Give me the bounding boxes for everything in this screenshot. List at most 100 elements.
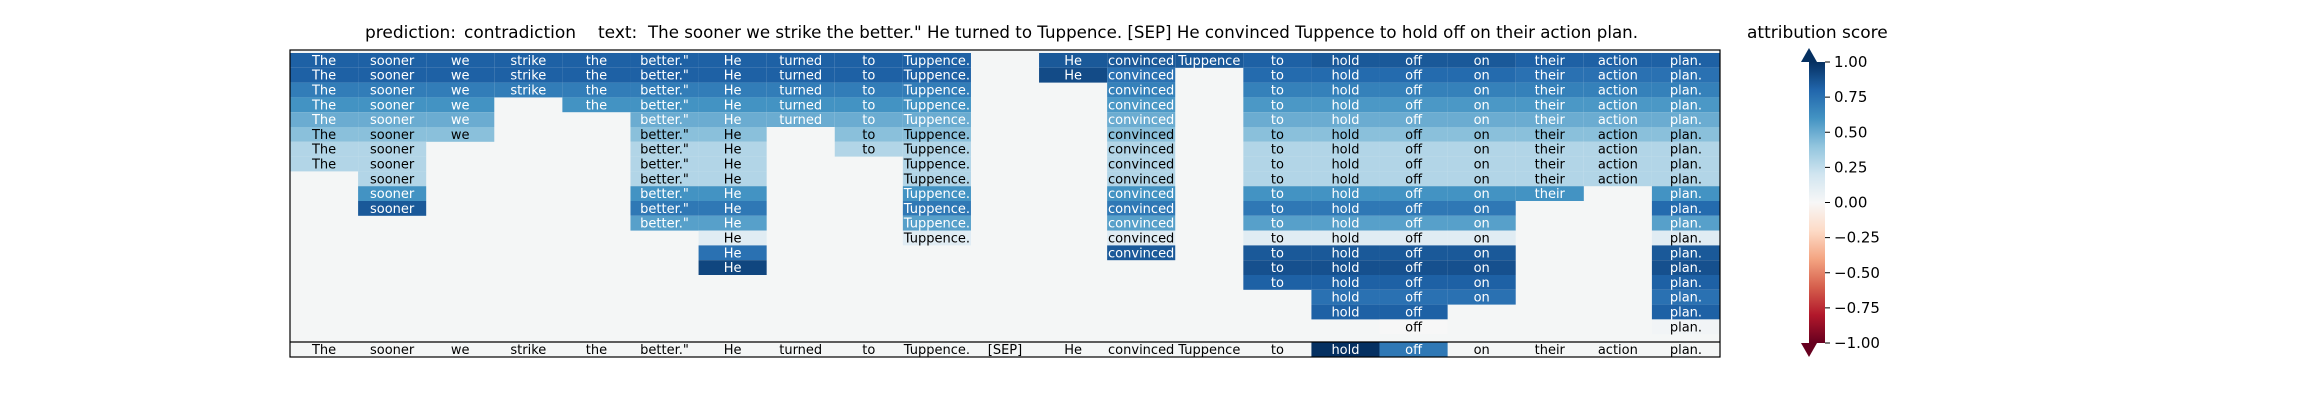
token-label: The xyxy=(311,343,336,358)
heatmap-cell-label: He xyxy=(724,84,742,99)
heatmap-cell xyxy=(630,171,699,187)
heatmap-cell xyxy=(1243,82,1312,98)
heatmap-cell-label: plan. xyxy=(1670,158,1702,173)
heatmap-cell xyxy=(1447,186,1516,201)
heatmap-cell xyxy=(1107,156,1176,172)
heatmap-cell-label: their xyxy=(1535,54,1566,69)
heatmap-cell-label: hold xyxy=(1331,69,1359,84)
heatmap-cell-label: action xyxy=(1598,172,1638,187)
heatmap-cell xyxy=(1243,260,1312,275)
heatmap-cell-label: He xyxy=(724,69,742,84)
heatmap-cell xyxy=(1243,67,1312,83)
heatmap-cell xyxy=(1243,186,1312,201)
heatmap-cell xyxy=(1107,245,1176,261)
heatmap-cell-label: better." xyxy=(640,113,689,128)
heatmap-cell-label: we xyxy=(451,128,470,143)
heatmap-cell xyxy=(1515,186,1584,201)
heatmap-cell-label: on xyxy=(1474,98,1490,113)
heatmap-cell-label: hold xyxy=(1331,261,1359,276)
heatmap-cell xyxy=(1311,245,1380,261)
heatmap-cell-label: action xyxy=(1598,69,1638,84)
heatmap-cell xyxy=(1379,156,1448,172)
heatmap-cell-label: on xyxy=(1474,158,1490,173)
heatmap-cell-label: convinced xyxy=(1108,54,1174,69)
heatmap-cell xyxy=(1651,215,1720,231)
heatmap-cell xyxy=(494,67,563,83)
heatmap-cell xyxy=(1447,201,1516,216)
heatmap-cell xyxy=(1039,53,1108,68)
heatmap-cell-label: their xyxy=(1535,98,1566,113)
heatmap-cell-label: The xyxy=(311,158,336,173)
heatmap-cell-label: hold xyxy=(1331,217,1359,232)
heatmap-cell-label: Tuppence. xyxy=(903,202,970,217)
heatmap-cell-label: off xyxy=(1405,291,1423,306)
token-row: The sooner we strike the better." He turned to Tu… xyxy=(311,342,1702,358)
heatmap-cell xyxy=(1107,186,1176,201)
heatmap-cell xyxy=(1651,127,1720,142)
colorbar-tick-label: 0.75 xyxy=(1834,88,1867,106)
heatmap-cell xyxy=(358,127,427,142)
heatmap-cell xyxy=(1107,141,1176,157)
heatmap-cell xyxy=(1379,230,1448,246)
heatmap-cell xyxy=(426,127,495,142)
heatmap-cell-label: on xyxy=(1474,143,1490,158)
heatmap-cell xyxy=(766,112,835,127)
heatmap-cell-label: off xyxy=(1405,113,1423,128)
heatmap-cell xyxy=(834,127,903,142)
title-prediction-value: contradiction xyxy=(464,23,576,43)
colorbar-label: attribution score xyxy=(1747,23,1888,43)
heatmap-cell xyxy=(1583,127,1652,142)
heatmap-cell-label: Tuppence xyxy=(1177,54,1240,69)
heatmap-cell-label: their xyxy=(1535,128,1566,143)
heatmap-cell-label: on xyxy=(1474,69,1490,84)
heatmap-cell-label: He xyxy=(724,172,742,187)
colorbar-extend-bottom xyxy=(1801,343,1817,357)
heatmap-cell-label: turned xyxy=(779,113,822,128)
heatmap-cell-label: convinced xyxy=(1108,98,1174,113)
heatmap-cell-label: sooner xyxy=(370,158,415,173)
colorbar-tick-label: −0.50 xyxy=(1834,264,1880,282)
heatmap-cell-label: on xyxy=(1474,217,1490,232)
heatmap-cell-label: hold xyxy=(1331,291,1359,306)
heatmap-cell xyxy=(1311,186,1380,201)
heatmap-cell-label: on xyxy=(1474,84,1490,99)
heatmap-cell-label: turned xyxy=(779,84,822,99)
heatmap-cell-label: The xyxy=(311,143,336,158)
heatmap-cell xyxy=(1243,112,1312,127)
heatmap-cell xyxy=(1311,304,1380,320)
heatmap-cell-label: we xyxy=(451,84,470,99)
heatmap-cell xyxy=(1311,230,1380,246)
heatmap-cell-label: He xyxy=(724,187,742,202)
heatmap-cell-label: on xyxy=(1474,291,1490,306)
heatmap-cell xyxy=(630,82,699,98)
heatmap-cell-label: He xyxy=(724,113,742,128)
heatmap-cell xyxy=(1447,289,1516,305)
heatmap-cell xyxy=(902,82,971,98)
heatmap-cell xyxy=(630,201,699,216)
heatmap-cell xyxy=(1515,156,1584,172)
heatmap-cell-label: off xyxy=(1405,232,1423,247)
heatmap-cell-label: The xyxy=(311,54,336,69)
heatmap-cell xyxy=(1447,156,1516,172)
heatmap-cell-label: sooner xyxy=(370,113,415,128)
heatmap-cell-label: to xyxy=(1271,84,1284,99)
heatmap-cell xyxy=(1107,127,1176,142)
heatmap-cell-label: on xyxy=(1474,246,1490,261)
heatmap-cell-label: hold xyxy=(1331,306,1359,321)
heatmap-cell-label: The xyxy=(311,69,336,84)
heatmap-cell-label: Tuppence. xyxy=(903,98,970,113)
heatmap-cell-label: plan. xyxy=(1670,291,1702,306)
heatmap-cell xyxy=(1379,112,1448,127)
heatmap-cell xyxy=(358,171,427,187)
heatmap-cell-label: plan. xyxy=(1670,276,1702,291)
heatmap-cell xyxy=(1107,112,1176,127)
heatmap-cell-label: off xyxy=(1405,172,1423,187)
heatmap-cell xyxy=(1447,230,1516,246)
heatmap-cell xyxy=(1447,82,1516,98)
heatmap-cell-label: their xyxy=(1535,113,1566,128)
heatmap-cell-label: strike xyxy=(510,69,546,84)
heatmap-cell-label: convinced xyxy=(1108,172,1174,187)
heatmap-cells: The sooner we strike the better." He turned to Tu… xyxy=(290,53,1720,335)
title-prediction-label: prediction: xyxy=(365,23,456,43)
